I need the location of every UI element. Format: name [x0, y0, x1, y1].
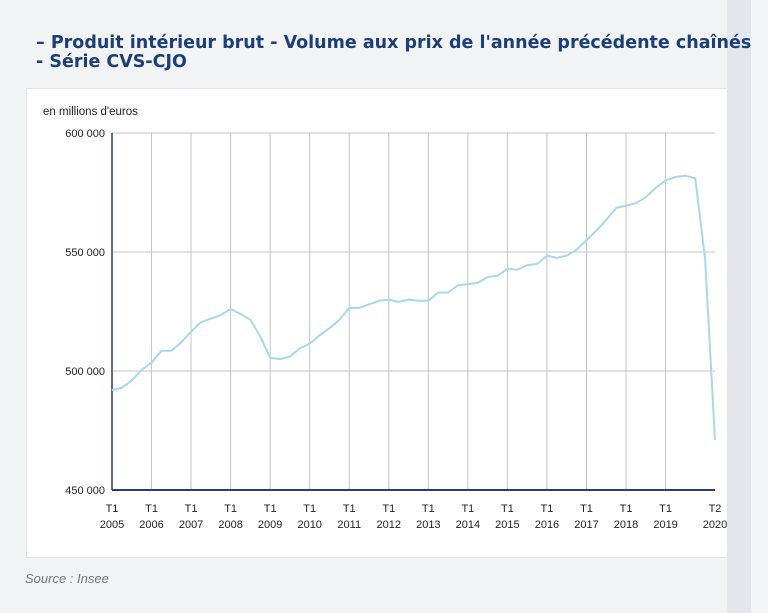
x-tick-year: 2008	[218, 519, 242, 531]
x-tick-quarter: T2	[709, 503, 722, 515]
x-tick-year: 2012	[377, 519, 401, 531]
y-tick-label: 600 000	[65, 128, 105, 140]
x-tick-year: 2006	[139, 519, 163, 531]
chart-title-line-1: – Produit intérieur brut - Volume aux pr…	[36, 33, 752, 53]
x-tick-quarter: T1	[145, 503, 158, 515]
y-tick-label: 450 000	[65, 485, 105, 497]
x-tick-quarter: T1	[461, 503, 474, 515]
x-tick-quarter: T1	[343, 503, 356, 515]
y-tick-label: 550 000	[65, 247, 105, 259]
x-tick-quarter: T1	[620, 503, 633, 515]
y-axis-label: en millions d'euros	[43, 106, 138, 118]
chart-card: en millions d'euros 600 000 550 000 500 000…	[26, 88, 728, 558]
chart-title-line-2: - Série CVS-CJO	[36, 52, 187, 72]
line-chart: en millions d'euros 600 000 550 000 500 000…	[43, 106, 727, 531]
source-note: Source : Insee	[25, 571, 109, 586]
x-tick-quarter: T1	[541, 503, 554, 515]
x-tick-year: 2009	[258, 519, 282, 531]
gdp-series-line	[111, 174, 716, 441]
x-tick-quarter: T1	[224, 503, 237, 515]
page-edge	[751, 0, 768, 613]
x-tick-quarter: T1	[185, 503, 198, 515]
x-tick-year: 2014	[456, 519, 480, 531]
x-tick-year: 2011	[337, 519, 361, 531]
x-tick-quarter: T1	[501, 503, 514, 515]
x-tick-year: 2017	[574, 519, 598, 531]
x-tick-year: 2015	[495, 519, 519, 531]
x-tick-quarter: T1	[422, 503, 435, 515]
x-tick-quarter: T1	[659, 503, 672, 515]
chart-title: – Produit intérieur brut - Volume aux pr…	[36, 34, 751, 72]
scrollbar-track[interactable]	[727, 0, 751, 613]
x-tick-year: 2007	[179, 519, 203, 531]
x-tick-quarter: T1	[264, 503, 277, 515]
x-tick-quarter: T1	[106, 503, 119, 515]
x-tick-quarter: T1	[303, 503, 316, 515]
x-tick-year: 2019	[653, 519, 677, 531]
x-tick-quarter: T1	[580, 503, 593, 515]
x-tick-year: 2013	[416, 519, 440, 531]
x-tick-quarter: T1	[382, 503, 395, 515]
y-tick-label: 500 000	[65, 366, 105, 378]
x-tick-year: 2016	[535, 519, 559, 531]
x-tick-year: 2018	[614, 519, 638, 531]
x-tick-year: 2005	[100, 519, 124, 531]
x-tick-year: 2010	[297, 519, 321, 531]
x-tick-year: 2020	[703, 519, 727, 531]
